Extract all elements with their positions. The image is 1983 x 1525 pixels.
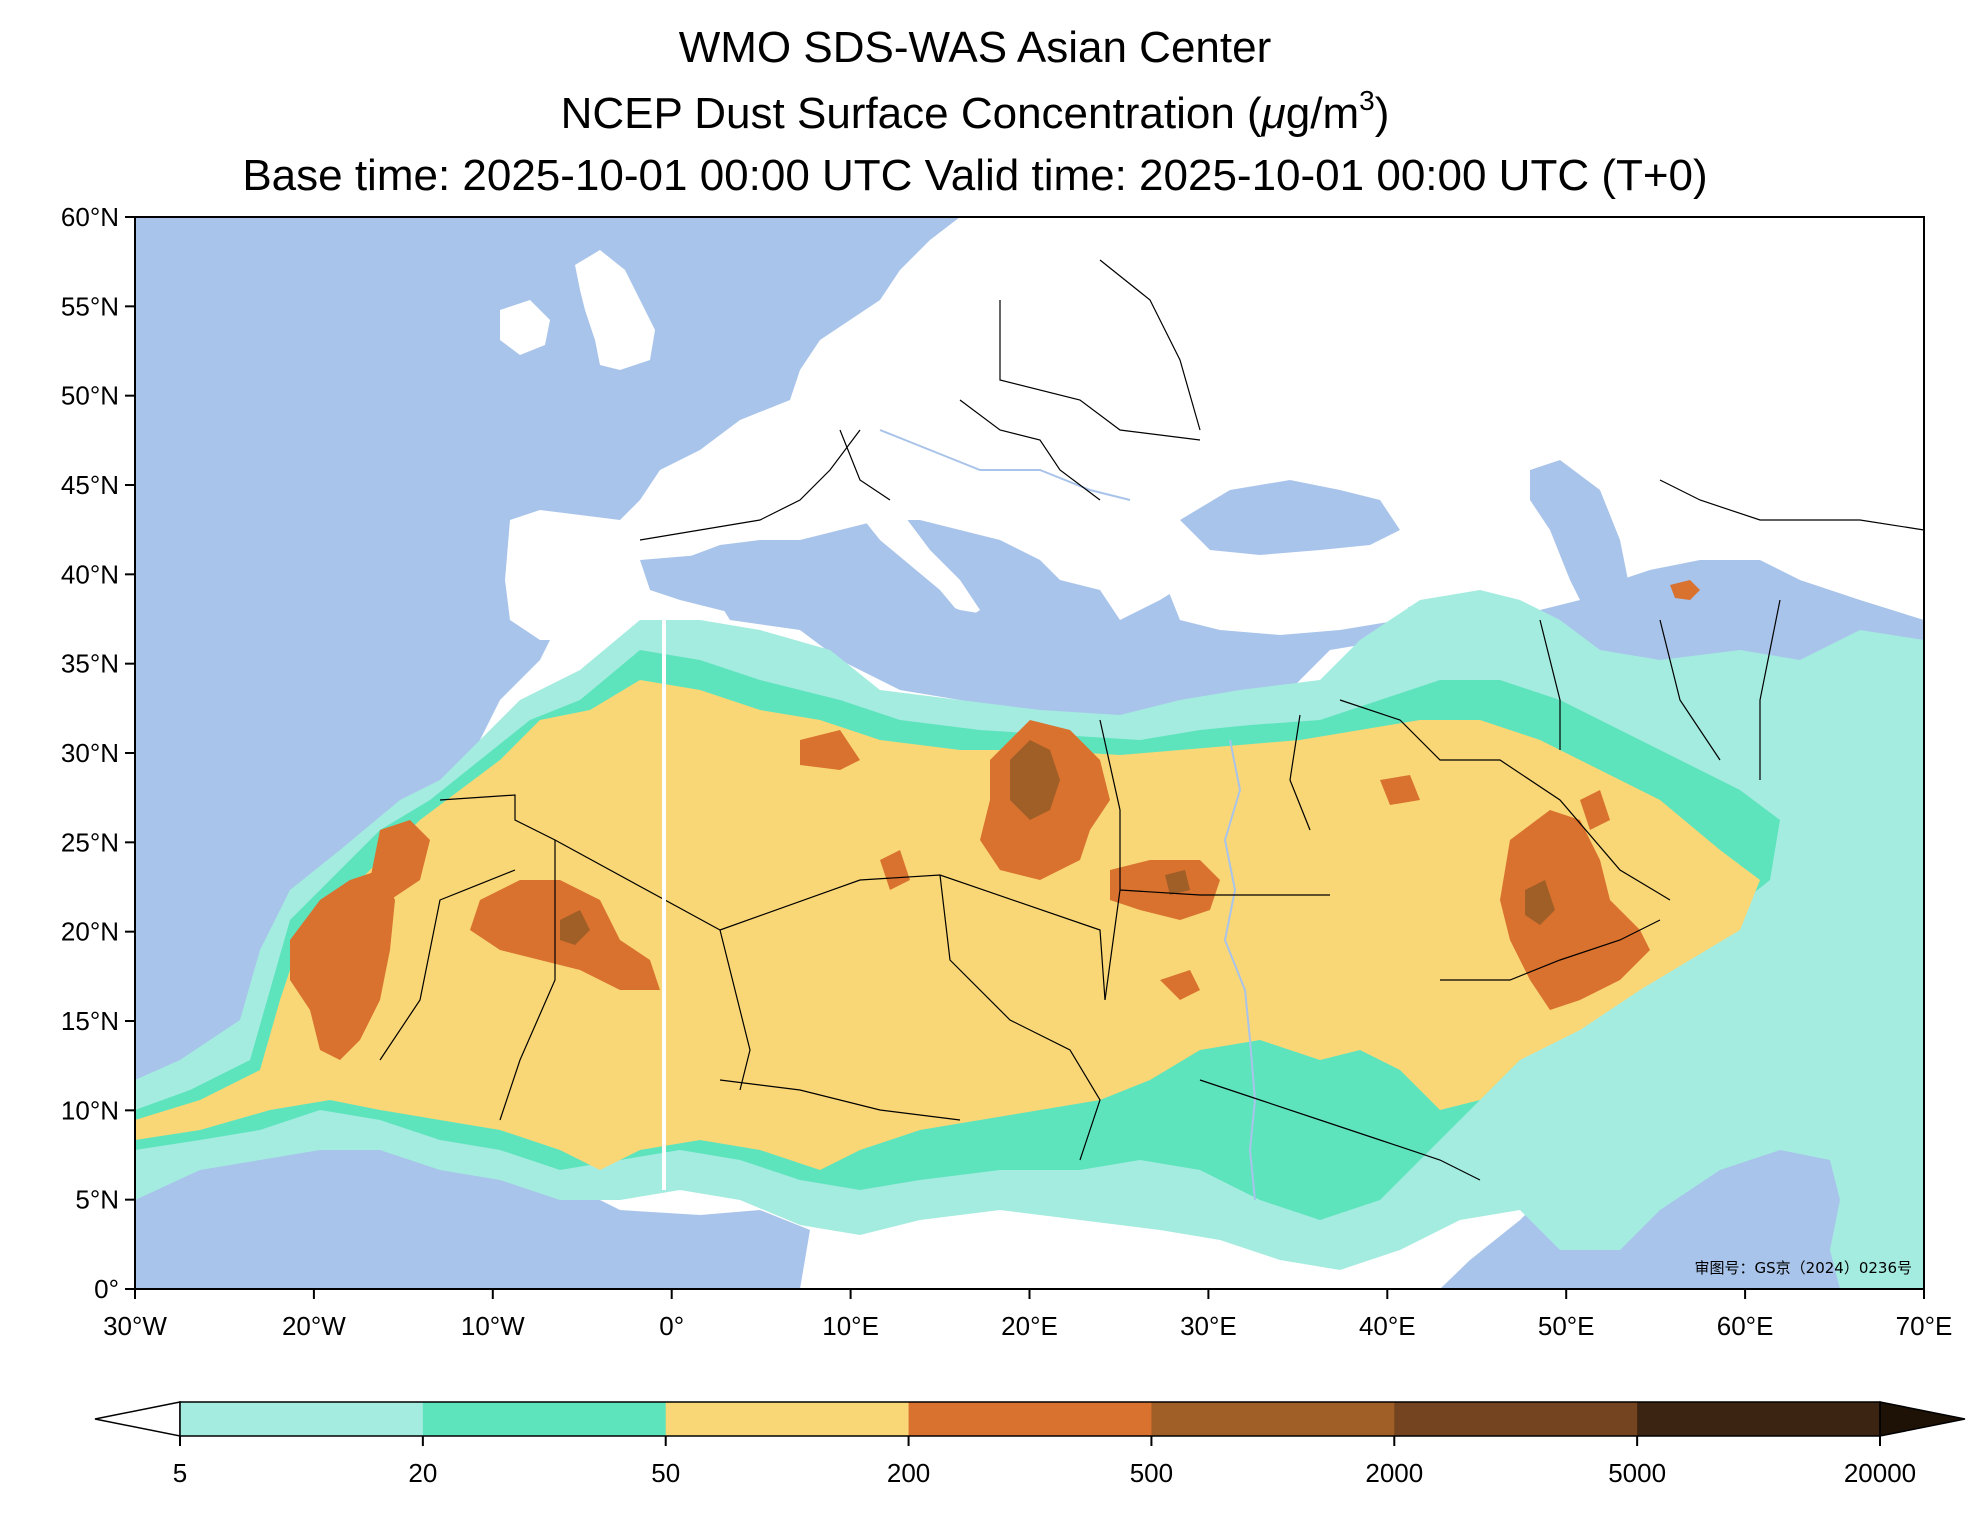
colorbar-segment bbox=[1394, 1402, 1638, 1436]
lat-tick-label: 35°N bbox=[61, 649, 119, 679]
map-panel: 审图号：GS京（2024）0236号 bbox=[135, 217, 1924, 1289]
dust-band-200-500-turkmenistan bbox=[1670, 580, 1700, 600]
colorbar-segment bbox=[1151, 1402, 1395, 1436]
country-borders bbox=[379, 259, 1924, 1181]
danube-river bbox=[879, 429, 1131, 501]
colorbar-extend-min bbox=[94, 1401, 181, 1437]
lat-tick-label: 25°N bbox=[61, 827, 119, 857]
lon-tick-label: 40°E bbox=[1359, 1311, 1416, 1341]
title-line-3: Base time: 2025-10-01 00:00 UTC Valid ti… bbox=[242, 151, 1707, 200]
dust-band-200-500-iraq bbox=[1380, 775, 1420, 805]
nile-river bbox=[1223, 739, 1257, 1201]
lat-tick-label: 50°N bbox=[61, 381, 119, 411]
colorbar-tick-label: 5 bbox=[173, 1458, 187, 1488]
colorbar: 5 20 50 200 500 2000 5000 20000 bbox=[94, 1401, 1966, 1488]
colorbar-segment bbox=[180, 1402, 424, 1436]
lat-tick-label: 45°N bbox=[61, 470, 119, 500]
lat-tick-label: 10°N bbox=[61, 1095, 119, 1125]
colorbar-segment bbox=[908, 1402, 1152, 1436]
black-sea bbox=[1180, 480, 1400, 555]
colorbar-tick-label: 20 bbox=[408, 1458, 437, 1488]
title-line-2: NCEP Dust Surface Concentration (μg/m3) bbox=[561, 85, 1390, 138]
dust-band-500-2000-egypt bbox=[1165, 870, 1190, 895]
lat-tick-label: 5°N bbox=[75, 1185, 119, 1215]
lon-tick-label: 50°E bbox=[1538, 1311, 1595, 1341]
dust-band-500-2000-arabia bbox=[1525, 880, 1555, 925]
colorbar-extend-max bbox=[1879, 1401, 1966, 1437]
lon-tick-label: 60°E bbox=[1717, 1311, 1774, 1341]
lon-tick-label: 0° bbox=[659, 1311, 684, 1341]
land-ireland bbox=[500, 300, 550, 355]
colorbar-tick-label: 20000 bbox=[1844, 1458, 1916, 1488]
lon-tick-label: 10°W bbox=[461, 1311, 525, 1341]
dust-band-500-2000-libya bbox=[1010, 740, 1060, 820]
lon-tick-label: 10°E bbox=[822, 1311, 879, 1341]
colorbar-tick-label: 5000 bbox=[1608, 1458, 1666, 1488]
land-italy bbox=[860, 490, 980, 620]
lat-tick-label: 60°N bbox=[61, 202, 119, 232]
land-turkey bbox=[1160, 560, 1420, 635]
dust-band-200-500-west bbox=[290, 870, 395, 1060]
lon-tick-label: 70°E bbox=[1896, 1311, 1953, 1341]
dust-band-200-500-arabia bbox=[1500, 810, 1650, 1010]
dust-band-200-500-chad bbox=[880, 850, 910, 890]
lat-tick-label: 30°N bbox=[61, 738, 119, 768]
lon-tick-label: 20°W bbox=[282, 1311, 346, 1341]
latitude-axis: 60°N 55°N 50°N 45°N 40°N 35°N 30°N 25°N 20°N 15°N… bbox=[61, 202, 135, 1304]
dust-band-50-200 bbox=[135, 680, 1760, 1170]
lat-tick-label: 0° bbox=[94, 1274, 119, 1304]
dust-band-500-2000-mali bbox=[560, 910, 590, 945]
colorbar-segment bbox=[422, 1402, 667, 1436]
colorbar-tick-label: 50 bbox=[651, 1458, 680, 1488]
colorbar-tick-label: 2000 bbox=[1365, 1458, 1423, 1488]
lat-tick-label: 55°N bbox=[61, 291, 119, 321]
colorbar-outline bbox=[179, 1401, 1881, 1437]
dust-contours bbox=[135, 580, 1924, 1289]
land-iberia bbox=[505, 510, 650, 640]
lat-tick-label: 40°N bbox=[61, 559, 119, 589]
lon-tick-label: 30°E bbox=[1180, 1311, 1237, 1341]
lat-tick-label: 20°N bbox=[61, 917, 119, 947]
lat-tick-label: 15°N bbox=[61, 1006, 119, 1036]
mediterranean-sea bbox=[640, 550, 1300, 705]
dust-band-200-500-egypt bbox=[1110, 860, 1220, 920]
approval-number: 审图号：GS京（2024）0236号 bbox=[1695, 1259, 1913, 1277]
dust-band-200-500-algeria bbox=[800, 730, 860, 770]
lon-tick-label: 30°W bbox=[103, 1311, 167, 1341]
data-gap-line bbox=[662, 600, 666, 1190]
colorbar-segment bbox=[1637, 1402, 1881, 1436]
dust-band-200-500-mauritania bbox=[370, 820, 430, 900]
longitude-axis: 30°W 20°W 10°W 0° 10°E 20°E 30°E 40°E 50°E 60°E 70… bbox=[103, 1289, 1952, 1341]
caspian-sea bbox=[1530, 460, 1640, 640]
dust-band-200-500-sudan bbox=[1160, 970, 1200, 1000]
land-britain bbox=[575, 250, 655, 370]
colorbar-segment bbox=[665, 1402, 910, 1436]
lon-tick-label: 20°E bbox=[1001, 1311, 1058, 1341]
colorbar-tick-label: 200 bbox=[887, 1458, 930, 1488]
title-line-1: WMO SDS-WAS Asian Center bbox=[679, 23, 1272, 72]
dust-band-200-500-qatar bbox=[1580, 790, 1610, 830]
colorbar-tick-label: 500 bbox=[1130, 1458, 1173, 1488]
